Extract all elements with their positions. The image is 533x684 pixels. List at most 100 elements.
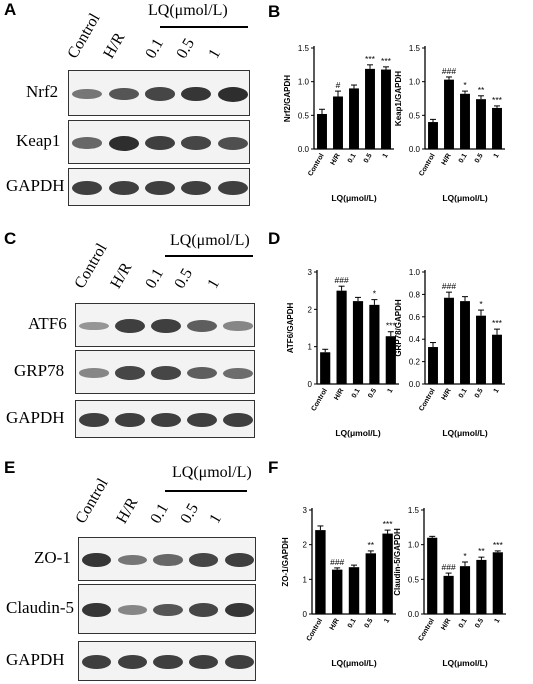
bar bbox=[460, 301, 470, 384]
blot-strip-nrf2 bbox=[68, 70, 250, 116]
blot-band bbox=[217, 181, 248, 195]
significance-label: *** bbox=[381, 56, 392, 66]
lq-bracket-line bbox=[165, 490, 247, 492]
lq-concentration-title: LQ(μmol/L) bbox=[148, 2, 228, 19]
x-tick-label: 0.1 bbox=[347, 617, 358, 629]
blot-band bbox=[153, 603, 183, 617]
y-axis-label: ATF6/GAPDH bbox=[286, 303, 295, 354]
blot-band bbox=[153, 554, 183, 566]
blot-band bbox=[151, 366, 181, 380]
y-axis-label: Claudin-5/GAPDH bbox=[393, 528, 402, 596]
x-tick-label: H/R bbox=[441, 153, 453, 167]
blot-band bbox=[108, 135, 139, 151]
x-tick-label: Control bbox=[418, 152, 437, 177]
panel-letter-c: C bbox=[4, 229, 17, 248]
blot-band bbox=[117, 554, 147, 566]
blot-band bbox=[145, 181, 175, 195]
y-tick-label: 0.5 bbox=[408, 575, 420, 584]
panel-letter-e: E bbox=[4, 458, 16, 477]
x-tick-label: 1 bbox=[494, 617, 502, 624]
panel-letter-d: D bbox=[268, 229, 281, 248]
significance-label: ### bbox=[442, 281, 456, 291]
x-tick-label: Control bbox=[307, 152, 326, 177]
y-tick-label: 0 bbox=[303, 610, 308, 619]
blot-band bbox=[187, 367, 217, 379]
blot-band bbox=[189, 553, 219, 567]
y-tick-label: 1.0 bbox=[298, 78, 310, 87]
blot-band bbox=[145, 87, 175, 101]
x-tick-label: 0.5 bbox=[363, 152, 374, 164]
y-axis-label: Keap1/GAPDH bbox=[394, 71, 403, 126]
blot-label-gapdh: GAPDH bbox=[6, 650, 65, 669]
x-tick-label: H/R bbox=[440, 618, 452, 632]
y-tick-label: 0.0 bbox=[409, 145, 421, 154]
y-axis-label: ZO-1/GAPDH bbox=[281, 537, 290, 587]
blot-band bbox=[115, 366, 145, 380]
x-tick-label: H/R bbox=[329, 618, 341, 632]
blot-label-claudin-5: Claudin-5 bbox=[6, 598, 74, 617]
bar bbox=[385, 336, 396, 384]
bar bbox=[315, 530, 326, 614]
blot-band bbox=[187, 413, 217, 427]
blot-strip-atf6 bbox=[75, 303, 255, 347]
bar bbox=[317, 113, 327, 149]
x-tick-label: H/R bbox=[333, 388, 345, 402]
blot-band bbox=[79, 413, 109, 427]
bar bbox=[428, 122, 438, 149]
blot-label-nrf2: Nrf2 bbox=[26, 82, 59, 101]
x-tick-label: 0.1 bbox=[458, 617, 469, 629]
y-axis-label: GRP78/GAPDH bbox=[394, 299, 403, 357]
lq-concentration-title: LQ(μmol/L) bbox=[170, 232, 250, 249]
bar bbox=[349, 88, 359, 149]
x-tick-label: H/R bbox=[441, 388, 453, 402]
bar bbox=[381, 69, 391, 149]
bar bbox=[459, 566, 471, 614]
y-tick-label: 0.0 bbox=[298, 145, 310, 154]
blot-band bbox=[151, 319, 181, 333]
x-tick-label: 1 bbox=[383, 617, 391, 624]
blot-band bbox=[224, 553, 254, 567]
bar bbox=[444, 297, 454, 384]
y-tick-label: 2 bbox=[308, 305, 313, 314]
significance-label: ### bbox=[442, 562, 456, 572]
bar bbox=[476, 559, 487, 614]
x-tick-label: Control bbox=[310, 387, 329, 412]
lq-bracket-line bbox=[165, 255, 253, 257]
x-tick-label: Control bbox=[417, 617, 436, 642]
blot-band bbox=[82, 552, 112, 568]
blot-band bbox=[72, 181, 103, 195]
bar bbox=[348, 567, 360, 614]
panel-letter-b: B bbox=[268, 2, 281, 21]
blot-band bbox=[189, 603, 219, 617]
bar bbox=[382, 533, 393, 614]
blot-label-gapdh: GAPDH bbox=[6, 408, 65, 427]
x-axis-title: LQ(μmol/L) bbox=[331, 193, 377, 203]
blot-strip-keap1 bbox=[68, 120, 250, 164]
x-tick-label: H/R bbox=[330, 153, 342, 167]
significance-label: * bbox=[479, 299, 483, 309]
blot-strip-gapdh bbox=[78, 641, 256, 681]
blot-band bbox=[108, 87, 139, 101]
blot-strip-zo-1 bbox=[78, 537, 256, 581]
y-tick-label: 0 bbox=[308, 380, 313, 389]
significance-label: *** bbox=[493, 540, 504, 550]
x-tick-label: 0.5 bbox=[474, 387, 485, 399]
y-tick-label: 0.4 bbox=[409, 335, 421, 344]
significance-label: # bbox=[336, 80, 341, 90]
blot-label-zo-1: ZO-1 bbox=[34, 548, 71, 567]
blot-label-keap1: Keap1 bbox=[16, 131, 61, 150]
y-tick-label: 1 bbox=[308, 343, 313, 352]
blot-label-gapdh: GAPDH bbox=[6, 176, 65, 195]
blot-band bbox=[145, 136, 175, 150]
bar bbox=[444, 79, 454, 149]
bar bbox=[492, 552, 503, 614]
significance-label: ### bbox=[330, 557, 344, 567]
significance-label: ### bbox=[335, 275, 349, 285]
x-tick-label: 0.5 bbox=[474, 617, 485, 629]
bar bbox=[427, 537, 438, 614]
y-tick-label: 2 bbox=[303, 541, 308, 550]
blot-band bbox=[224, 655, 254, 669]
blot-strip-gapdh bbox=[68, 168, 250, 206]
blot-band bbox=[187, 320, 217, 332]
